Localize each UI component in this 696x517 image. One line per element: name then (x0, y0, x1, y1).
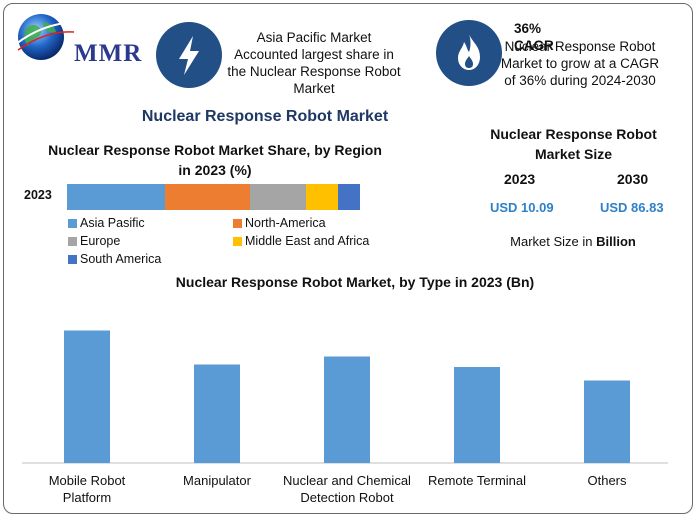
x-tick-label-2: Nuclear and Chemical Detection Robot (283, 473, 411, 505)
legend-label: Europe (80, 234, 121, 248)
legend-label: North-America (245, 216, 326, 230)
legend-label: Asia Pasific (80, 216, 145, 230)
region-chart-title: Nuclear Response Robot Market Share, by … (48, 142, 382, 178)
infographic-frame (3, 3, 693, 514)
bar-1 (194, 364, 240, 463)
cagr-title: 36% CAGR (514, 21, 554, 53)
region-bar-segment-4 (337, 184, 360, 210)
region-highlight-text: Asia Pacific Market Accounted largest sh… (227, 30, 401, 96)
bar-0 (64, 330, 110, 463)
flame-icon (436, 20, 502, 86)
legend-item-0: Asia Pasific (68, 216, 145, 230)
type-bar-chart: Mobile Robot Platform Manipulator Nuclear a… (22, 330, 668, 505)
legend-label: Middle East and Africa (245, 234, 370, 248)
bar-3 (454, 367, 500, 463)
x-tick-label-0: Mobile Robot Platform (49, 473, 126, 505)
legend-swatch (68, 218, 77, 228)
x-tick-label-line: Manipulator (183, 473, 252, 488)
market-size-year-2023: 2023 (504, 171, 536, 187)
legend-item-2: Europe (68, 234, 120, 248)
mmr-logo: MMR (14, 10, 144, 67)
bar-2 (324, 356, 370, 463)
type-chart-title: Nuclear Response Robot Market, by Type i… (175, 274, 535, 290)
x-tick-label-line: Detection Robot (300, 490, 394, 505)
legend-item-4: South America (68, 252, 161, 266)
region-bar-segment-1 (165, 184, 251, 210)
market-size-value-2023: USD 10.09 (490, 200, 554, 215)
x-tick-label-3: Remote Terminal (428, 473, 526, 488)
legend-swatch (68, 236, 77, 246)
legend-item-1: North-America (233, 216, 326, 230)
logo-text: MMR (74, 40, 143, 67)
market-size-year-2030: 2030 (617, 171, 649, 187)
region-bar-segment-0 (67, 184, 166, 210)
lightning-icon (156, 22, 222, 88)
x-tick-label-line: Mobile Robot (49, 473, 126, 488)
legend-swatch (68, 254, 77, 264)
region-bar-segment-3 (305, 184, 338, 210)
main-title: Nuclear Response Robot Market (141, 108, 389, 125)
market-size-unit-bold: Billion (596, 234, 636, 249)
legend-item-3: Middle East and Africa (233, 234, 369, 248)
market-size-unit-prefix: Market Size in (510, 234, 597, 249)
x-tick-label-line: Remote Terminal (428, 473, 526, 488)
x-tick-label-line: Others (587, 473, 627, 488)
globe-icon (15, 14, 75, 60)
x-tick-label-4: Others (587, 473, 627, 488)
x-tick-label-1: Manipulator (183, 473, 252, 488)
region-bar-segment-2 (250, 184, 306, 210)
cagr-text: Nuclear Response Robot Market to grow at… (500, 39, 660, 88)
bar-4 (584, 380, 630, 463)
legend-swatch (233, 236, 242, 246)
region-chart-category-label: 2023 (24, 188, 52, 202)
x-tick-label-line: Nuclear and Chemical (283, 473, 411, 488)
x-tick-label-line: Platform (63, 490, 111, 505)
legend-swatch (233, 218, 242, 228)
market-size-unit: Market Size in Billion (473, 234, 673, 249)
legend-label: South America (80, 252, 162, 266)
region-stacked-bar (67, 184, 360, 210)
market-size-title: Nuclear Response Robot Market Size (490, 126, 657, 162)
market-size-value-2030: USD 86.83 (600, 200, 664, 215)
